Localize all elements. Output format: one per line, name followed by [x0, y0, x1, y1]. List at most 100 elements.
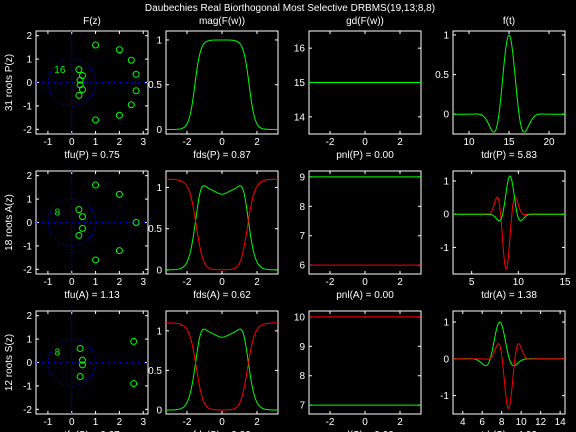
y-tick-label: 0: [443, 110, 449, 121]
x-axis-label: tfu(P) = 0.75: [64, 150, 120, 161]
y-tick-label: 6: [299, 261, 305, 272]
y-tick-label: 8: [299, 202, 305, 213]
y-tick-label: 1: [443, 176, 449, 187]
x-tick-label: 0: [69, 277, 75, 288]
root-marker: [76, 76, 84, 84]
x-tick-label: -2: [183, 417, 192, 428]
y-tick-label: 0.5: [435, 70, 449, 81]
root-marker: [132, 70, 140, 78]
x-axis-label: pnl(P) = 0.00: [336, 150, 394, 161]
x-tick-label: 0: [69, 417, 75, 428]
y-tick-label: 1: [156, 35, 162, 46]
x-tick-label: 8: [499, 417, 505, 428]
x-tick-label: 10: [513, 277, 525, 288]
root-marker: [92, 116, 100, 124]
subplot-title: gd(F(w)): [346, 16, 384, 27]
root-marker: [92, 256, 100, 264]
multiplicity-label: 8: [55, 207, 61, 218]
root-marker: [92, 41, 100, 49]
x-tick-label: 3: [140, 417, 146, 428]
series-line: [165, 178, 279, 271]
y-tick-label: 2: [26, 31, 32, 42]
unit-circle: [47, 338, 97, 387]
axes-frame: [165, 30, 279, 135]
y-tick-label: 0: [156, 265, 162, 276]
y-axis-label: 31 roots P(z): [4, 54, 15, 111]
y-tick-label: -2: [23, 265, 32, 276]
y-tick-label: 1: [156, 326, 162, 337]
y-tick-label: -1: [23, 101, 32, 112]
axes-frame: [452, 30, 566, 135]
axes-frame: [35, 170, 149, 275]
x-tick-label: 2: [254, 417, 260, 428]
x-tick-label: -2: [183, 277, 192, 288]
x-tick-label: 10: [463, 137, 475, 148]
series-line: [453, 196, 565, 270]
root-marker: [130, 337, 138, 345]
x-tick-label: 3: [140, 277, 146, 288]
x-tick-label: 15: [503, 137, 515, 148]
y-tick-label: 14: [294, 112, 306, 123]
subplot-p23: -2 0 2 6 7 8 9 pnl(A) = 0.00: [299, 170, 422, 301]
x-tick-label: -1: [43, 137, 52, 148]
subplot-p34: 4 6 8 10 12 14 -1 0 1 tdr(S) = 4.02: [440, 310, 566, 432]
root-marker: [127, 56, 135, 64]
subplot-p22: -2 0 2 0 0.5 1 fds(A) = 0.62: [148, 170, 279, 301]
root-marker: [92, 181, 100, 189]
x-tick-label: 2: [397, 277, 403, 288]
y-axis-label: 12 roots S(z): [4, 334, 15, 391]
y-tick-label: 7: [299, 231, 305, 242]
subplot-p12: -2 0 2 0 0.5 1 mag(F(w)) fds(P) = 0.87: [148, 16, 279, 161]
y-tick-label: 1: [26, 195, 32, 206]
root-marker: [132, 87, 140, 95]
x-tick-label: -1: [43, 417, 52, 428]
series-line: [166, 39, 278, 131]
subplot-title: f(t): [503, 16, 515, 27]
subplot-p32: -2 0 2 0 0.5 1 fds(S) = 0.80: [148, 310, 279, 432]
x-tick-label: 1: [93, 417, 99, 428]
x-tick-label: 0: [219, 137, 225, 148]
axes-frame: [165, 170, 279, 275]
x-tick-label: 2: [117, 137, 123, 148]
root-marker: [78, 361, 86, 369]
x-tick-label: 2: [254, 137, 260, 148]
x-tick-label: 1: [93, 137, 99, 148]
y-tick-label: 1: [26, 335, 32, 346]
root-marker: [75, 206, 83, 214]
y-tick-label: 2: [26, 171, 32, 182]
y-tick-label: 0.5: [148, 80, 162, 91]
root-marker: [115, 46, 123, 54]
y-tick-label: 8: [299, 371, 305, 382]
y-tick-label: 0: [156, 125, 162, 136]
subplot-title: F(z): [83, 16, 101, 27]
root-marker: [78, 213, 86, 221]
y-tick-label: 2: [26, 311, 32, 322]
y-axis-label: 18 roots A(z): [4, 194, 15, 251]
root-marker: [76, 373, 84, 381]
series-line: [453, 343, 565, 410]
y-tick-label: 0: [443, 354, 449, 365]
y-tick-label: 0.5: [148, 366, 162, 377]
y-tick-label: 0.5: [148, 224, 162, 235]
subplot-p31: -1 0 1 2 3 -2 -1 0 1 2 tfu(S) = 0.67 12 roots S(z) 8: [4, 310, 149, 432]
x-tick-label: 2: [117, 417, 123, 428]
root-marker: [132, 219, 140, 226]
x-tick-label: 6: [479, 417, 485, 428]
root-marker: [115, 111, 123, 119]
x-axis-label: fds(A) = 0.62: [193, 290, 251, 301]
axes-frame: [452, 310, 566, 415]
root-marker: [75, 91, 83, 99]
multiplicity-label: 8: [55, 347, 61, 358]
x-tick-label: 20: [543, 137, 555, 148]
x-tick-label: 2: [397, 417, 403, 428]
x-axis-label: tdr(P) = 5.83: [481, 150, 537, 161]
y-tick-label: -2: [23, 405, 32, 416]
x-tick-label: 0: [362, 137, 368, 148]
subplot-title: mag(F(w)): [199, 16, 245, 27]
y-tick-label: 1: [443, 30, 449, 41]
y-tick-label: 9: [299, 342, 305, 353]
axes-frame: [308, 310, 422, 415]
series-line: [166, 322, 278, 411]
x-tick-label: 0: [362, 277, 368, 288]
